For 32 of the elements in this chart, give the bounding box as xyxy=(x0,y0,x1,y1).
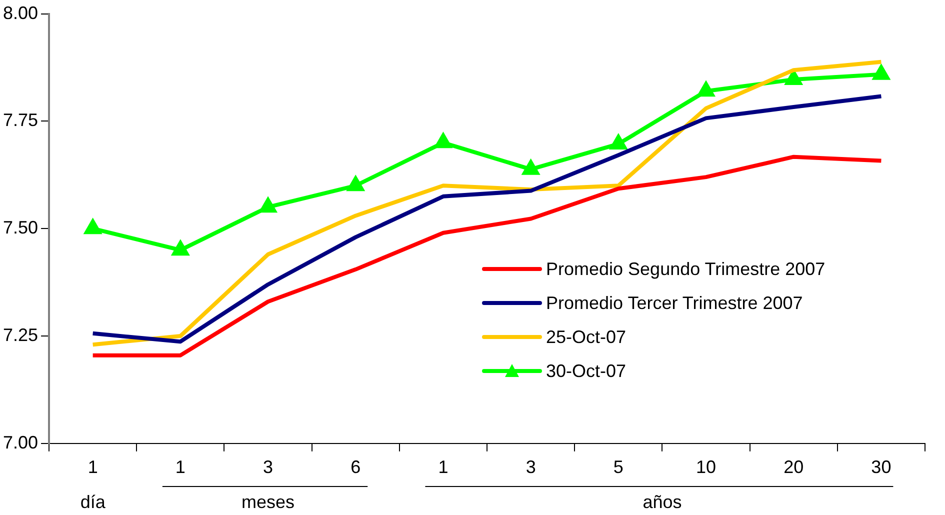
x-tick-label: 1 xyxy=(88,457,98,478)
legend-label: Promedio Tercer Trimestre 2007 xyxy=(546,292,803,314)
text: años xyxy=(642,492,682,512)
point xyxy=(873,65,890,80)
x-tick-label: 3 xyxy=(526,457,536,478)
point xyxy=(698,82,714,97)
x-tick-label: 1 xyxy=(438,457,448,478)
x-tick-label: 20 xyxy=(784,457,804,478)
x-tick-label: 30 xyxy=(871,457,892,478)
x-tick-label: 6 xyxy=(350,457,361,478)
point xyxy=(172,241,188,256)
x-tick-label: 3 xyxy=(263,457,274,478)
text: meses xyxy=(242,492,295,512)
y-tick-label: 7.50 xyxy=(2,218,38,238)
legend-label: 30-Oct-07 xyxy=(546,360,626,382)
x-tick-label: 1 xyxy=(175,457,186,478)
y-tick-label: 7.75 xyxy=(2,110,38,130)
y-tick-label: 7.00 xyxy=(2,432,38,452)
x-tick-label: 10 xyxy=(696,457,716,478)
legend-label: Promedio Segundo Trimestre 2007 xyxy=(546,258,826,280)
point xyxy=(348,176,364,192)
x-tick-label: 5 xyxy=(613,457,624,478)
text: día xyxy=(80,492,106,512)
point xyxy=(84,220,101,234)
point xyxy=(260,198,276,213)
point xyxy=(610,134,626,150)
point xyxy=(786,70,802,86)
y-tick-label: 8.00 xyxy=(2,2,38,23)
point xyxy=(522,160,539,175)
y-tick-label: 7.25 xyxy=(2,324,38,345)
legend-label: 25-Oct-07 xyxy=(546,326,626,348)
point xyxy=(435,134,452,148)
